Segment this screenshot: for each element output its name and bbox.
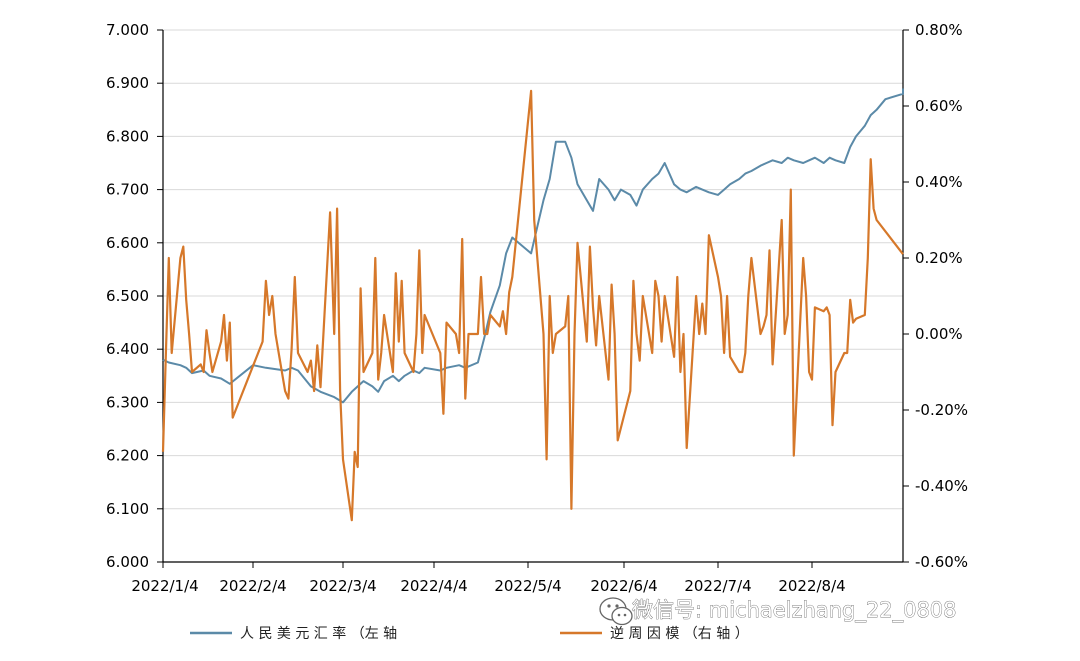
left-y-ticks: 6.000 6.100 6.200 6.300 6.400 6.500 6.600 6.700… — [106, 21, 163, 571]
legend-label: 逆 周 因 模 （右 轴 ） — [610, 626, 749, 642]
left-tick-label: 7.000 — [106, 21, 149, 39]
watermark-text: 微信号: michaelzhang_22_0808 — [632, 598, 957, 623]
x-tick-label: 2022/5/4 — [494, 577, 561, 595]
left-tick-label: 6.900 — [106, 74, 149, 92]
left-tick-label: 6.300 — [106, 393, 149, 411]
left-tick-label: 6.000 — [106, 553, 149, 571]
x-tick-label: 2022/2/4 — [219, 577, 286, 595]
legend: 人 民 美 元 汇 率 （左 轴 逆 周 因 模 （右 轴 ） — [190, 625, 749, 642]
x-tick-label: 2022/8/4 — [778, 577, 845, 595]
right-tick-label: 0.80% — [915, 21, 963, 39]
right-tick-label: 0.40% — [915, 173, 963, 191]
left-tick-label: 6.800 — [106, 127, 149, 145]
left-tick-label: 6.500 — [106, 287, 149, 305]
x-tick-label: 2022/6/4 — [590, 577, 657, 595]
x-tick-label: 2022/3/4 — [309, 577, 376, 595]
right-tick-label: 0.60% — [915, 97, 963, 115]
series-line-countercyclical-factor — [161, 89, 904, 522]
x-tick-label: 2022/7/4 — [684, 577, 751, 595]
right-y-ticks: -0.60% -0.40% -0.20% 0.00% 0.20% 0.40% 0.60% 0.… — [903, 21, 968, 571]
x-tick-label: 2022/4/4 — [400, 577, 467, 595]
right-tick-label: 0.00% — [915, 325, 963, 343]
right-tick-label: 0.20% — [915, 249, 963, 267]
legend-label: 人 民 美 元 汇 率 （左 轴 — [240, 625, 397, 642]
series-lines — [161, 88, 904, 522]
left-tick-label: 6.100 — [106, 500, 149, 518]
left-tick-label: 6.200 — [106, 447, 149, 465]
left-tick-label: 6.700 — [106, 181, 149, 199]
wechat-logo-icon — [599, 597, 633, 626]
left-tick-label: 6.400 — [106, 340, 149, 358]
right-tick-label: -0.40% — [915, 477, 968, 495]
left-tick-label: 6.600 — [106, 234, 149, 252]
watermark: 微信号: michaelzhang_22_0808 — [599, 597, 957, 626]
right-tick-label: -0.60% — [915, 553, 968, 571]
x-tick-label: 2022/1/4 — [131, 577, 198, 595]
series-line-cny-usd — [162, 88, 904, 404]
right-tick-label: -0.20% — [915, 401, 968, 419]
x-ticks: 2022/1/4 2022/2/4 2022/3/4 2022/4/4 2022/5/4… — [131, 562, 846, 595]
